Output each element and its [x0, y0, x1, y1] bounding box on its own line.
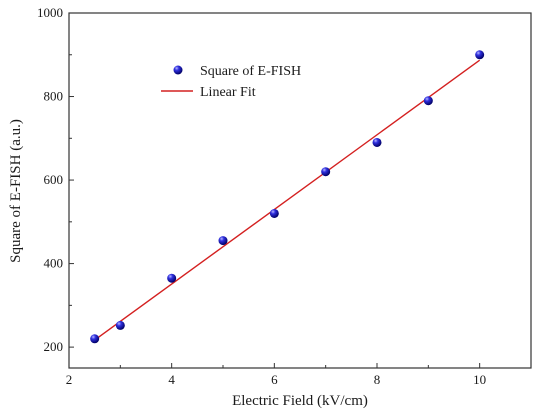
x-tick-label: 8 — [374, 372, 381, 387]
y-axis-title: Square of E-FISH (a.u.) — [8, 119, 24, 263]
data-point — [423, 96, 433, 106]
legend: Square of E-FISH Linear Fit — [161, 64, 301, 100]
data-point — [321, 167, 331, 177]
x-tick-label: 6 — [271, 372, 278, 387]
x-tick-label: 10 — [473, 372, 486, 387]
x-axis-title: Electric Field (kV/cm) — [232, 393, 368, 409]
data-points-layer — [90, 50, 485, 344]
plot-frame — [68, 12, 532, 369]
x-tick-label: 2 — [66, 372, 73, 387]
data-point — [167, 273, 177, 283]
y-tick-label: 800 — [44, 89, 64, 104]
y-tick-label: 200 — [44, 339, 64, 354]
y-tick-label: 400 — [44, 256, 64, 271]
y-tick-label: 1000 — [37, 5, 63, 20]
y-tick-label: 600 — [44, 172, 64, 187]
data-point — [218, 236, 228, 246]
axis-tick-labels: 2 4 6 8 10 200 400 600 800 1000 — [37, 5, 486, 387]
data-point — [269, 208, 279, 218]
data-point — [475, 50, 485, 60]
data-point — [372, 137, 382, 147]
legend-label-fit: Linear Fit — [200, 85, 256, 100]
data-point — [115, 320, 125, 330]
data-point — [90, 334, 100, 344]
legend-scatter-marker — [173, 65, 183, 75]
legend-label-scatter: Square of E-FISH — [200, 64, 301, 79]
linear-fit-layer — [94, 59, 481, 341]
x-tick-label: 4 — [168, 372, 175, 387]
linear-fit-line — [94, 59, 481, 341]
axis-ticks — [68, 12, 481, 368]
